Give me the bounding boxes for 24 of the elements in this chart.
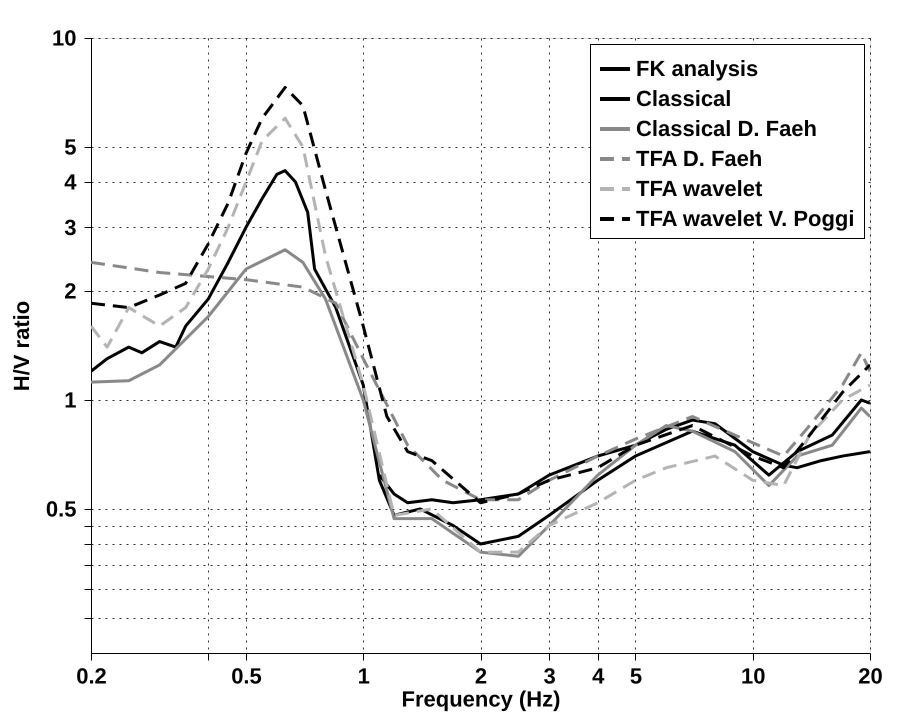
x-tick-label: 1 [358, 664, 370, 688]
x-tick-label: 20 [858, 664, 883, 688]
y-tick-label: 0.5 [46, 496, 76, 522]
legend-label: TFA wavelet V. Poggi [636, 206, 854, 231]
y-tick-label: 1 [64, 387, 76, 412]
y-tick-label: 5 [64, 134, 76, 160]
x-tick-label: 0.5 [231, 664, 262, 688]
x-tick-label: 5 [630, 664, 642, 688]
x-tick-label: 4 [592, 664, 606, 688]
legend-label: TFA wavelet [636, 176, 764, 201]
legend-label: FK analysis [636, 56, 758, 81]
legend-label: Classical D. Faeh [636, 116, 817, 141]
y-tick-label: 4 [64, 170, 78, 195]
y-tick-label: 3 [64, 214, 76, 240]
x-axis-title: Frequency (Hz) [402, 686, 560, 712]
y-axis-title: H/V ratio [8, 300, 34, 392]
x-tick-label: 10 [741, 664, 766, 688]
x-tick-label: 2 [474, 664, 488, 688]
legend-label: Classical [636, 86, 732, 111]
x-tick-label: 3 [543, 664, 556, 688]
x-tick-label: 0.2 [76, 664, 107, 688]
legend-label: TFA D. Faeh [636, 146, 762, 171]
y-tick-label: 2 [64, 278, 76, 304]
y-tick-label: 10 [52, 26, 76, 50]
